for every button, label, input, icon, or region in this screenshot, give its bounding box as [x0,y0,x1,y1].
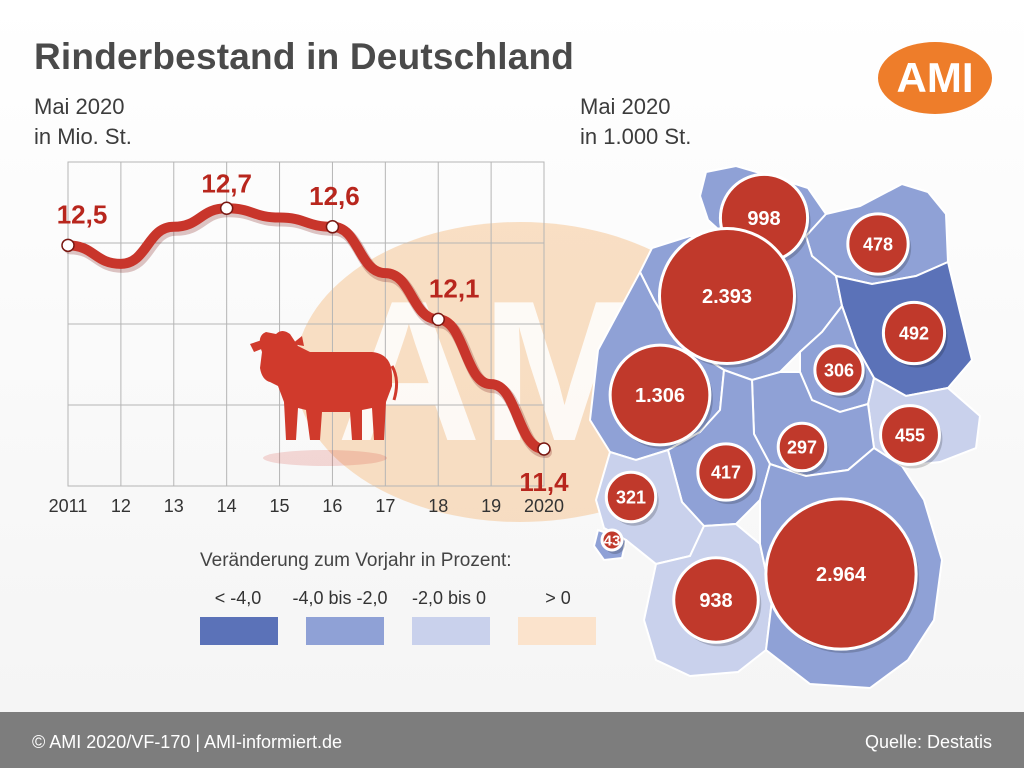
map-bubbles: 998 478 2.393 492 306 1.306 455 297 417 321 43 938 2… [600,172,948,654]
x-tick-label: 16 [322,496,342,516]
line-chart: 2011 12 13 14 15 16 17 18 19 2020 12,5 12,7 12,6 12,1… [49,161,569,516]
chart-title: Rinderbestand in Deutschland [34,36,575,77]
legend-swatch-4 [518,617,596,645]
cow-shadow [263,450,387,466]
x-tick-label: 18 [428,496,448,516]
bubble [846,212,910,276]
legend-swatch-3 [412,617,490,645]
cow-ear [250,340,264,352]
x-tick-label: 15 [270,496,290,516]
map-subtitle: Mai 2020 in 1.000 St. [580,92,691,152]
bubble-label: 43 [604,532,621,549]
ami-logo: AMI [878,42,992,114]
bubble [608,343,712,447]
legend-title: Veränderung zum Vorjahr in Prozent: [200,550,512,571]
x-tick-label: 12 [111,496,131,516]
bubble-label: 938 [699,590,732,612]
data-point [431,312,445,327]
legend-label-4: > 0 [545,588,571,608]
bubble [813,344,865,396]
x-tick-label: 13 [164,496,184,516]
data-label: 12,5 [57,199,108,229]
bubble [764,497,918,651]
footer-bar: © AMI 2020/VF-170 | AMI-informiert.de Qu… [0,712,1024,768]
x-tick-label: 2020 [524,496,564,516]
bubble [776,421,828,473]
bubble-label: 998 [747,208,780,230]
data-label: 12,6 [309,181,360,211]
bubble [672,556,760,644]
bubble [881,300,947,366]
footer-copyright: © AMI 2020/VF-170 | AMI-informiert.de [32,732,343,752]
data-label: 12,1 [429,273,480,303]
line-chart-subtitle: Mai 2020 in Mio. St. [34,92,132,152]
cow-tail [390,365,399,401]
x-tick-label: 19 [481,496,501,516]
legend-swatch-2 [306,617,384,645]
bubble-label: 2.393 [702,286,752,308]
cow-body [259,331,392,440]
bubble [600,528,624,552]
bubble [604,470,658,524]
map-subtitle-line2: in 1.000 St. [580,124,692,149]
line-subtitle-line1: Mai 2020 [34,94,125,119]
legend-label-2: -4,0 bis -2,0 [292,588,388,608]
legend-label-3: -2,0 bis 0 [411,588,487,608]
legend-swatch-1 [200,617,278,645]
data-point [537,442,551,456]
bubble [879,404,941,466]
map-subtitle-line1: Mai 2020 [580,94,671,119]
bubble-label: 306 [824,360,854,380]
logo-text: AMI [896,54,974,101]
footer-source: Quelle: Destatis [864,732,992,752]
bubble [657,226,797,366]
bubble-label: 455 [895,425,925,445]
data-point [219,201,234,216]
bubble-label: 2.964 [816,564,867,586]
x-tick-label: 14 [217,496,237,516]
x-tick-label: 2011 [49,496,88,516]
x-tick-label: 17 [375,496,395,516]
bubble-label: 321 [616,487,646,507]
bubble-label: 1.306 [635,385,685,407]
data-label: 12,7 [201,168,252,198]
bubble-label: 492 [899,323,929,343]
data-point [325,220,340,234]
series-line [63,203,549,454]
data-label: 11,4 [519,467,569,497]
bubble [696,442,756,502]
bubble-label: 417 [711,462,741,482]
cow-icon [250,331,399,466]
bubble-label: 478 [863,234,893,254]
legend-label-1: < -4,0 [214,588,262,608]
bubble-label: 297 [787,437,817,457]
data-point [61,238,75,253]
cow-ear [292,336,304,346]
line-subtitle-line2: in Mio. St. [34,124,132,149]
